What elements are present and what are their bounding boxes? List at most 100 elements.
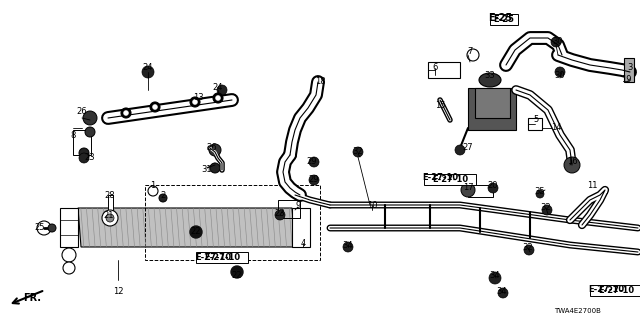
Circle shape	[217, 85, 227, 95]
Circle shape	[106, 214, 114, 222]
Text: E-27-10: E-27-10	[195, 252, 231, 261]
Text: 13: 13	[193, 93, 204, 102]
Circle shape	[555, 67, 565, 77]
Ellipse shape	[479, 73, 501, 87]
Text: 24: 24	[212, 84, 223, 92]
Text: 32: 32	[353, 148, 364, 156]
Text: 12: 12	[113, 287, 124, 297]
Text: 25: 25	[35, 223, 45, 233]
Text: 18: 18	[315, 77, 325, 86]
Text: 33: 33	[484, 70, 495, 79]
Text: TWA4E2700B: TWA4E2700B	[555, 308, 602, 314]
Circle shape	[488, 183, 498, 193]
Bar	[424, 174, 476, 185]
Text: 3: 3	[627, 63, 633, 73]
Text: E-27-10: E-27-10	[204, 253, 240, 262]
Text: 28: 28	[105, 190, 115, 199]
Bar	[73, 130, 91, 155]
Text: 8: 8	[70, 131, 76, 140]
Text: 26: 26	[207, 143, 218, 153]
Circle shape	[63, 262, 75, 274]
Text: 21: 21	[104, 211, 115, 220]
Circle shape	[142, 66, 154, 78]
Text: 30: 30	[555, 70, 565, 79]
Circle shape	[37, 221, 51, 235]
Bar	[590, 285, 640, 296]
Bar	[490, 14, 518, 25]
Text: 23: 23	[275, 209, 285, 218]
Circle shape	[148, 186, 158, 196]
Text: E-27-10: E-27-10	[598, 286, 634, 295]
Text: 17: 17	[463, 183, 474, 193]
Bar	[528, 118, 542, 130]
Circle shape	[524, 245, 534, 255]
Bar	[292, 208, 310, 247]
Bar	[145, 185, 320, 260]
Text: 29: 29	[307, 157, 317, 166]
Circle shape	[542, 205, 552, 215]
Text: 5: 5	[533, 116, 539, 124]
Text: 35: 35	[534, 188, 545, 196]
Bar	[108, 195, 113, 217]
Text: FR.: FR.	[23, 293, 41, 303]
Text: 24: 24	[143, 63, 153, 73]
Bar	[468, 185, 493, 197]
Bar	[196, 252, 248, 263]
Circle shape	[85, 127, 95, 137]
Text: 22: 22	[232, 270, 243, 279]
Circle shape	[121, 108, 131, 118]
Circle shape	[124, 110, 129, 116]
Text: 23: 23	[84, 154, 95, 163]
Text: E-27-10: E-27-10	[422, 173, 458, 182]
Circle shape	[48, 224, 56, 232]
Text: E-25: E-25	[488, 13, 512, 23]
Circle shape	[353, 147, 363, 157]
Text: 30: 30	[553, 37, 563, 46]
Circle shape	[210, 163, 220, 173]
Text: 22: 22	[191, 228, 201, 236]
Circle shape	[190, 97, 200, 107]
Text: 31: 31	[202, 165, 212, 174]
Circle shape	[150, 102, 160, 112]
Circle shape	[551, 37, 561, 47]
Text: 20: 20	[488, 180, 499, 189]
Text: 34: 34	[342, 241, 353, 250]
Text: 11: 11	[587, 180, 597, 189]
Text: 16: 16	[566, 157, 577, 166]
Text: E-27-10: E-27-10	[432, 175, 468, 184]
Circle shape	[216, 95, 221, 100]
Circle shape	[79, 148, 89, 158]
Circle shape	[102, 210, 118, 226]
Circle shape	[461, 183, 475, 197]
Circle shape	[159, 194, 167, 202]
Text: 7: 7	[467, 47, 473, 57]
Text: E-27-10: E-27-10	[588, 284, 624, 293]
Circle shape	[231, 266, 243, 278]
Circle shape	[309, 175, 319, 185]
Text: 6: 6	[432, 63, 438, 73]
Circle shape	[489, 272, 501, 284]
Text: 26: 26	[77, 108, 87, 116]
Text: 34: 34	[490, 270, 500, 279]
Circle shape	[467, 49, 479, 61]
Bar	[468, 88, 516, 130]
Circle shape	[343, 242, 353, 252]
Circle shape	[275, 210, 285, 220]
Circle shape	[498, 288, 508, 298]
Circle shape	[309, 157, 319, 167]
Polygon shape	[78, 208, 295, 247]
Text: 32: 32	[541, 204, 551, 212]
Bar	[60, 208, 78, 247]
Text: 32: 32	[523, 244, 533, 252]
Bar	[475, 88, 510, 118]
Bar	[278, 200, 300, 218]
Circle shape	[536, 190, 544, 198]
Circle shape	[62, 248, 76, 262]
Circle shape	[79, 153, 89, 163]
Bar	[428, 62, 460, 78]
Text: 29: 29	[308, 175, 319, 185]
Text: E-25: E-25	[493, 15, 515, 24]
Circle shape	[193, 100, 198, 105]
Text: 15: 15	[435, 100, 445, 109]
Circle shape	[209, 144, 221, 156]
